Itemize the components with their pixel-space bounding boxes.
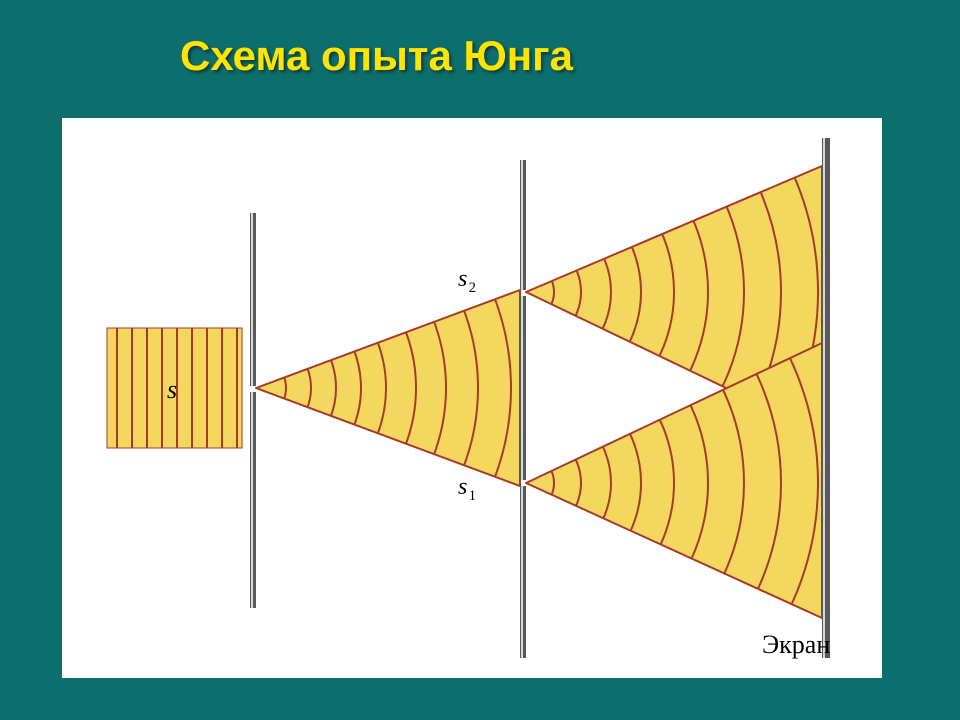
svg-text:s: s [458,266,467,292]
svg-text:Экран: Экран [762,630,830,659]
young-experiment-diagram: ss2s1Экран [62,118,882,678]
slide: Схема опыта Юнга ss2s1Экран [0,0,960,720]
svg-text:1: 1 [469,488,476,504]
slide-title: Схема опыта Юнга [180,32,573,80]
svg-text:s: s [167,375,177,404]
svg-text:s: s [458,474,467,500]
svg-text:2: 2 [469,280,476,296]
diagram-container: ss2s1Экран [62,118,882,678]
